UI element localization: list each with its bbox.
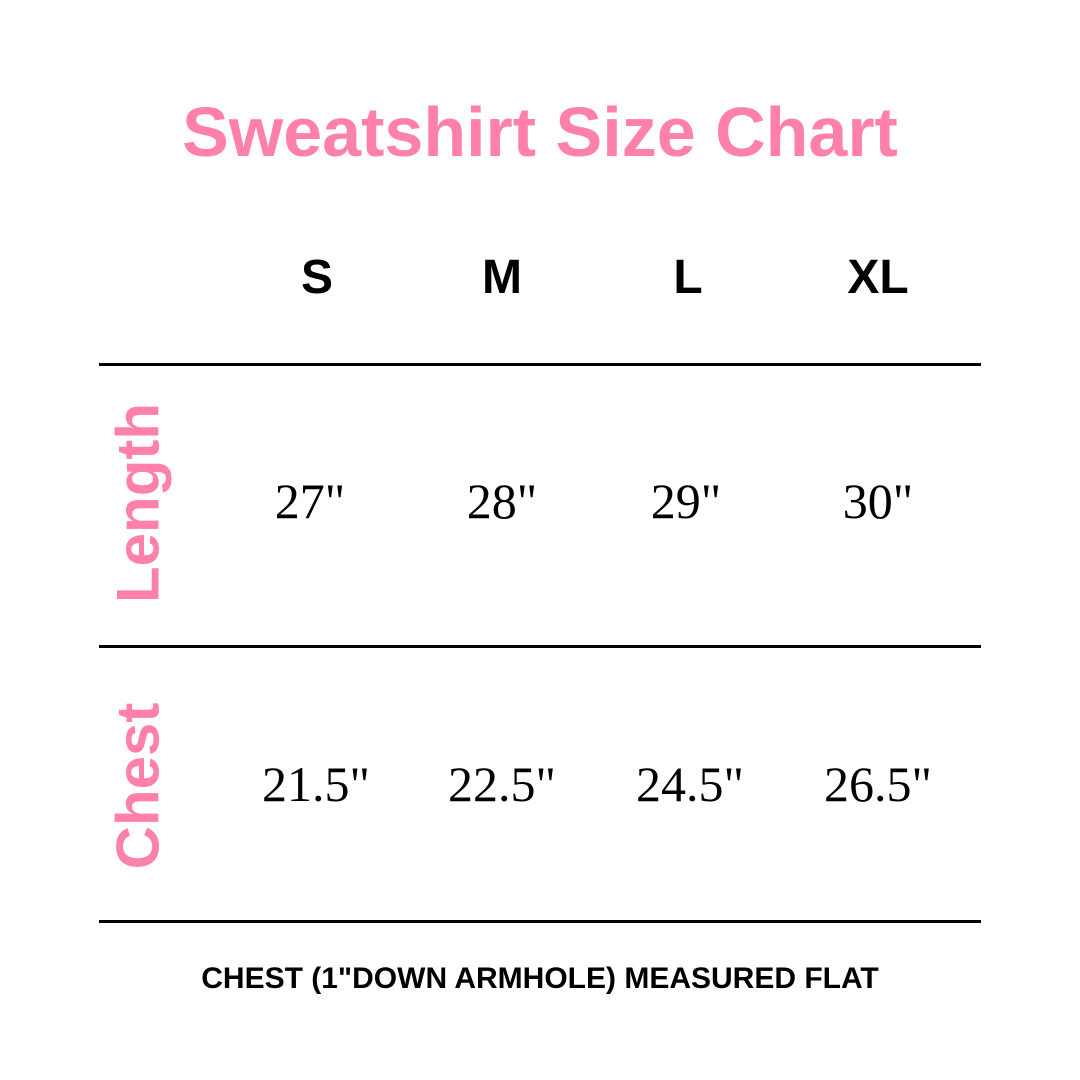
chest-l: 24.5" [636, 756, 744, 812]
footnote: CHEST (1"DOWN ARMHOLE) MEASURED FLAT [201, 962, 879, 995]
length-m: 28" [466, 473, 538, 529]
divider [99, 645, 981, 648]
divider [99, 363, 981, 366]
size-header-l: L [673, 251, 703, 304]
size-header-m: M [482, 251, 522, 304]
size-header-s: S [300, 251, 333, 304]
row-label-chest: Chest [104, 702, 172, 870]
chest-xl: 26.5" [824, 756, 932, 812]
length-xl: 30" [842, 473, 914, 529]
chest-m: 22.5" [448, 756, 556, 812]
divider [99, 920, 981, 923]
row-label-length: Length [104, 403, 172, 603]
size-header-xl: XL [847, 251, 909, 304]
length-l: 29" [650, 473, 722, 529]
length-s: 27" [274, 473, 346, 529]
chart-title: Sweatshirt Size Chart [182, 93, 898, 171]
chest-s: 21.5" [262, 756, 370, 812]
